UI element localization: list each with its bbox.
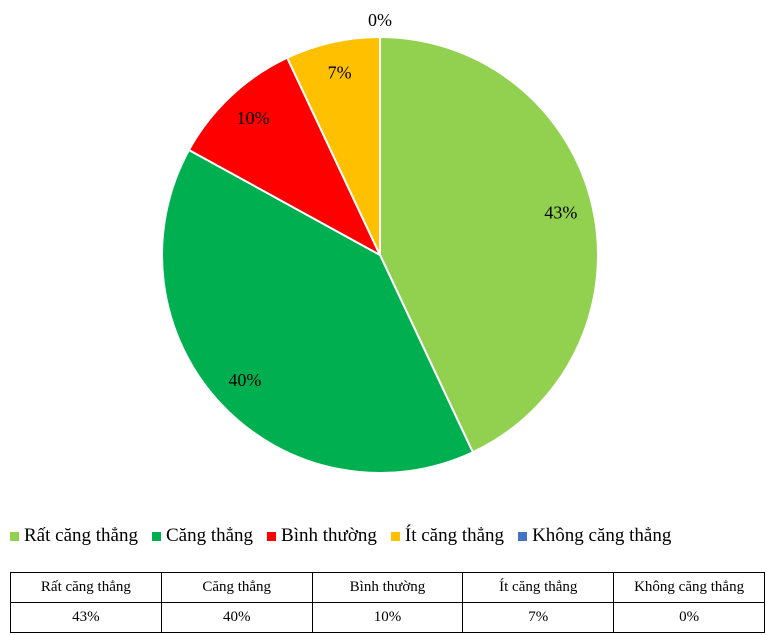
legend-label: Không căng thẳng	[532, 525, 672, 546]
table-header-cell: Ít căng thẳng	[462, 572, 615, 603]
legend-item: Căng thẳng	[151, 525, 254, 547]
data-label: 10%	[237, 108, 270, 128]
table-value-cell: 7%	[462, 602, 615, 633]
data-table: Rất căng thẳng Căng thẳng Bình thường Ít că…	[10, 572, 765, 633]
legend-swatch	[10, 531, 19, 541]
legend-item: Ít căng thẳng	[390, 525, 505, 547]
data-label: 40%	[228, 370, 261, 390]
table-header-cell: Căng thẳng	[160, 572, 313, 603]
legend-item: Bình thường	[267, 525, 377, 547]
table-value-row: 43% 40% 10% 7% 0%	[10, 602, 765, 633]
table-header-cell: Rất căng thẳng	[10, 572, 162, 603]
table-value-cell: 43%	[10, 602, 162, 633]
table-header-row: Rất căng thẳng Căng thẳng Bình thường Ít că…	[10, 572, 765, 603]
data-label: 0%	[368, 10, 392, 30]
legend-item: Rất căng thẳng	[10, 525, 138, 547]
pie-slice	[161, 148, 475, 474]
data-label: 43%	[544, 203, 577, 223]
legend-label: Căng thẳng	[165, 525, 254, 546]
legend-label: Bình thường	[281, 525, 377, 546]
legend-label: Ít căng thẳng	[404, 525, 505, 546]
legend-swatch	[267, 531, 277, 541]
legend-label: Rất căng thẳng	[24, 525, 138, 546]
legend-swatch	[151, 531, 161, 541]
legend-item: Không căng thẳng	[518, 525, 671, 547]
table-header-cell: Không căng thẳng	[613, 572, 765, 603]
table-value-cell: 0%	[613, 602, 765, 633]
legend-swatch	[518, 531, 528, 541]
table-value-cell: 40%	[160, 602, 313, 633]
pie-slice	[379, 35, 599, 454]
data-label: 7%	[328, 62, 352, 82]
legend-swatch	[390, 531, 400, 541]
table-header-cell: Bình thường	[311, 572, 464, 603]
pie-slice	[187, 56, 383, 258]
legend: Rất căng thẳng Căng thẳng Bình thường Ít că…	[10, 525, 767, 547]
pie-chart: 43% 40% 10% 7% 0%	[161, 10, 599, 474]
table-value-cell: 10%	[311, 602, 464, 633]
